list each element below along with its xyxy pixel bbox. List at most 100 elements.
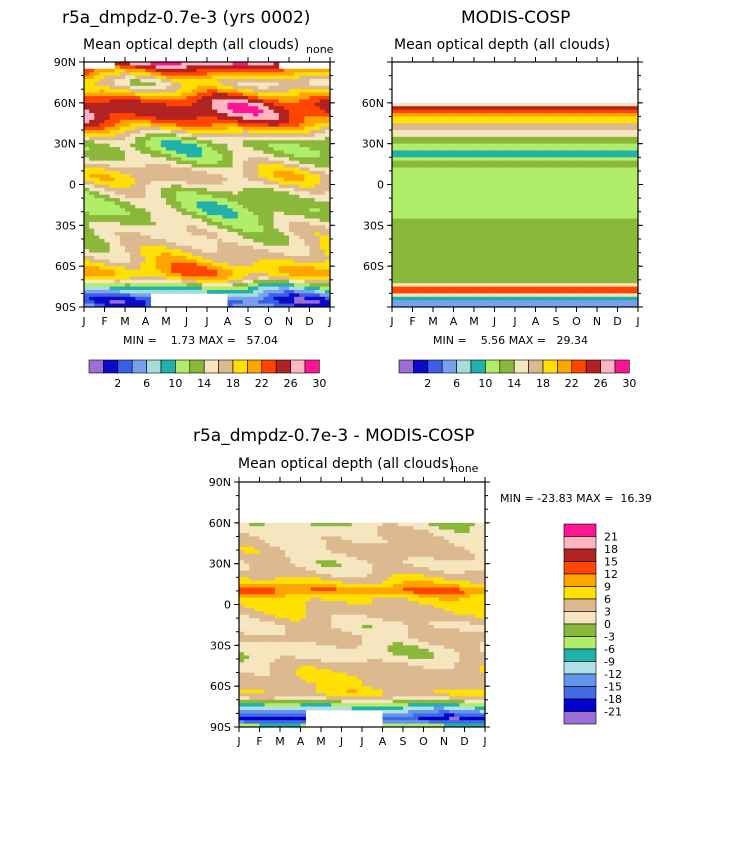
heatmap-cell bbox=[591, 194, 598, 199]
heatmap-cell bbox=[227, 252, 234, 257]
heatmap-cell bbox=[89, 72, 95, 77]
heatmap-cell bbox=[160, 215, 167, 219]
heatmap-cell bbox=[212, 82, 218, 87]
heatmap-cell bbox=[453, 187, 460, 192]
heatmap-cell bbox=[597, 177, 603, 182]
heatmap-cell bbox=[283, 96, 290, 100]
heatmap-cell bbox=[273, 242, 280, 247]
heatmap-cell bbox=[160, 157, 167, 162]
heatmap-cell bbox=[191, 164, 198, 168]
heatmap-cell bbox=[171, 85, 177, 90]
heatmap-cell bbox=[114, 204, 121, 209]
heatmap-cell bbox=[499, 201, 506, 206]
heatmap-cell bbox=[438, 170, 444, 175]
heatmap-cell bbox=[130, 136, 136, 141]
heatmap-cell bbox=[489, 136, 495, 141]
heatmap-cell bbox=[540, 116, 547, 121]
heatmap-cell bbox=[104, 235, 111, 240]
heatmap-cell bbox=[94, 228, 100, 233]
heatmap-cell bbox=[509, 116, 516, 121]
heatmap-cell bbox=[181, 96, 187, 100]
heatmap-cell bbox=[140, 225, 146, 230]
heatmap-cell bbox=[309, 123, 316, 128]
heatmap-cell bbox=[186, 92, 193, 97]
heatmap-cell bbox=[520, 208, 526, 213]
heatmap-cell bbox=[283, 164, 290, 168]
heatmap-cell bbox=[212, 228, 218, 233]
heatmap-cell bbox=[217, 269, 223, 274]
heatmap-cell bbox=[561, 113, 567, 117]
heatmap-cell bbox=[258, 269, 264, 274]
heatmap-cell bbox=[119, 303, 126, 308]
heatmap-cell bbox=[253, 242, 259, 247]
heatmap-cell bbox=[463, 133, 470, 138]
heatmap-cell bbox=[166, 289, 172, 294]
heatmap-cell bbox=[217, 133, 223, 138]
heatmap-cell bbox=[602, 181, 608, 185]
heatmap-cell bbox=[263, 238, 269, 243]
heatmap-cell bbox=[299, 293, 305, 298]
heatmap-cell bbox=[227, 184, 234, 189]
minmax-model: MIN = 1.73 MAX = 57.04 bbox=[123, 335, 278, 346]
heatmap-cell bbox=[263, 296, 269, 301]
heatmap-cell bbox=[186, 113, 193, 117]
heatmap-cell bbox=[499, 126, 506, 131]
heatmap-cell bbox=[104, 303, 111, 308]
heatmap-cell bbox=[458, 177, 465, 182]
heatmap-cell bbox=[525, 160, 531, 165]
heatmap-cell bbox=[263, 72, 269, 77]
heatmap-cell bbox=[232, 245, 239, 250]
heatmap-cell bbox=[397, 160, 403, 165]
heatmap-cell bbox=[314, 89, 321, 94]
heatmap-cell bbox=[222, 174, 228, 179]
heatmap-cell bbox=[314, 303, 321, 308]
heatmap-cell bbox=[576, 181, 583, 185]
heatmap-cell bbox=[145, 96, 152, 100]
heatmap-cell bbox=[171, 225, 177, 230]
heatmap-cell bbox=[160, 187, 167, 192]
heatmap-cell bbox=[530, 123, 536, 128]
heatmap-cell bbox=[89, 228, 95, 233]
heatmap-cell bbox=[540, 160, 547, 165]
heatmap-cell bbox=[145, 255, 152, 260]
heatmap-cell bbox=[242, 170, 249, 175]
heatmap-cell bbox=[602, 170, 608, 175]
heatmap-cell bbox=[135, 164, 141, 168]
heatmap-cell bbox=[166, 82, 172, 87]
heatmap-cell bbox=[453, 167, 460, 172]
heatmap-cell bbox=[171, 242, 177, 247]
heatmap-cell bbox=[463, 123, 470, 128]
heatmap-cell bbox=[392, 184, 398, 189]
heatmap-cell bbox=[319, 194, 326, 199]
heatmap-cell bbox=[591, 184, 598, 189]
heatmap-cell bbox=[309, 303, 316, 308]
heatmap-cell bbox=[222, 259, 228, 264]
heatmap-cell bbox=[463, 109, 470, 114]
heatmap-cell bbox=[443, 177, 449, 182]
heatmap-cell bbox=[571, 157, 577, 162]
heatmap-cell bbox=[150, 194, 157, 199]
heatmap-cell bbox=[484, 181, 490, 185]
heatmap-cell bbox=[427, 130, 434, 134]
heatmap-cell bbox=[232, 184, 239, 189]
heatmap-cell bbox=[443, 116, 449, 121]
heatmap-cell bbox=[176, 113, 182, 117]
heatmap-cell bbox=[273, 68, 280, 73]
heatmap-cell bbox=[571, 147, 577, 151]
heatmap-cell bbox=[273, 235, 280, 240]
heatmap-cell bbox=[119, 123, 126, 128]
heatmap-cell bbox=[145, 296, 152, 301]
heatmap-cell bbox=[232, 82, 239, 87]
heatmap-cell bbox=[201, 68, 208, 73]
heatmap-cell bbox=[186, 283, 193, 287]
heatmap-cell bbox=[283, 99, 290, 104]
heatmap-cell bbox=[181, 245, 187, 250]
heatmap-cell bbox=[319, 303, 326, 308]
heatmap-cell bbox=[217, 106, 223, 111]
heatmap-cell bbox=[119, 184, 126, 189]
heatmap-cell bbox=[273, 293, 280, 298]
heatmap-cell bbox=[155, 72, 162, 77]
heatmap-cell bbox=[540, 204, 547, 209]
heatmap-cell bbox=[248, 102, 254, 107]
heatmap-cell bbox=[545, 181, 552, 185]
